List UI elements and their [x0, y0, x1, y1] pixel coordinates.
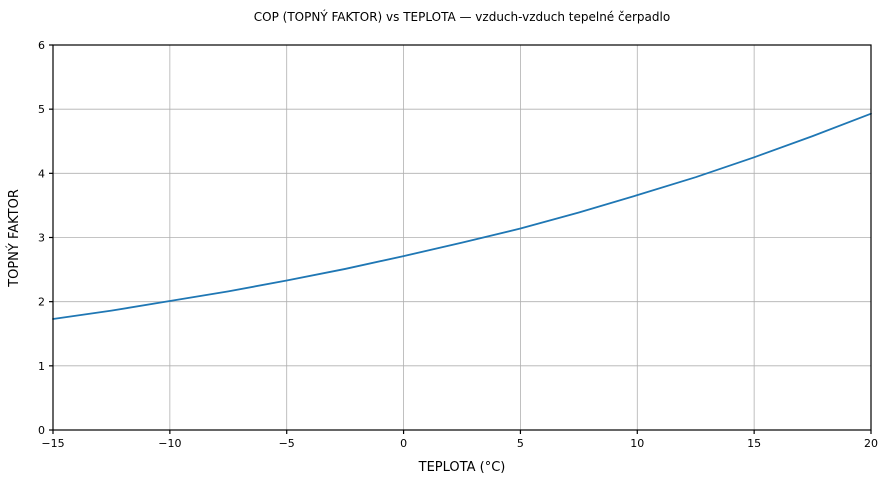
x-tick-label: −5: [279, 437, 295, 450]
tick-marks: [49, 44, 872, 434]
cop-curve: [52, 112, 872, 320]
y-tick-label: 2: [38, 296, 45, 309]
x-tick-label: −10: [158, 437, 181, 450]
y-tick-label: 0: [38, 424, 45, 437]
y-tick-label: 1: [38, 360, 45, 373]
x-tick-label: 5: [517, 437, 524, 450]
y-tick-label: 4: [38, 167, 45, 180]
y-tick-label: 6: [38, 39, 45, 52]
x-tick-label: 15: [747, 437, 761, 450]
chart-title: COP (TOPNÝ FAKTOR) vs TEPLOTA — vzduch-v…: [254, 9, 670, 24]
y-axis-label: TOPNÝ FAKTOR: [6, 189, 22, 288]
cop-line-series: [52, 112, 872, 320]
tick-labels: −15 −10 −5 0 5 10 15 20 0 1 2 3 4 5 6: [38, 39, 878, 450]
x-tick-label: −15: [41, 437, 64, 450]
x-tick-label: 20: [864, 437, 878, 450]
x-axis-label: TEPLOTA (°C): [418, 460, 506, 475]
y-tick-label: 3: [38, 232, 45, 245]
y-tick-label: 5: [38, 103, 45, 116]
x-tick-label: 10: [630, 437, 644, 450]
gridlines: [52, 44, 872, 431]
x-tick-label: 0: [400, 437, 407, 450]
